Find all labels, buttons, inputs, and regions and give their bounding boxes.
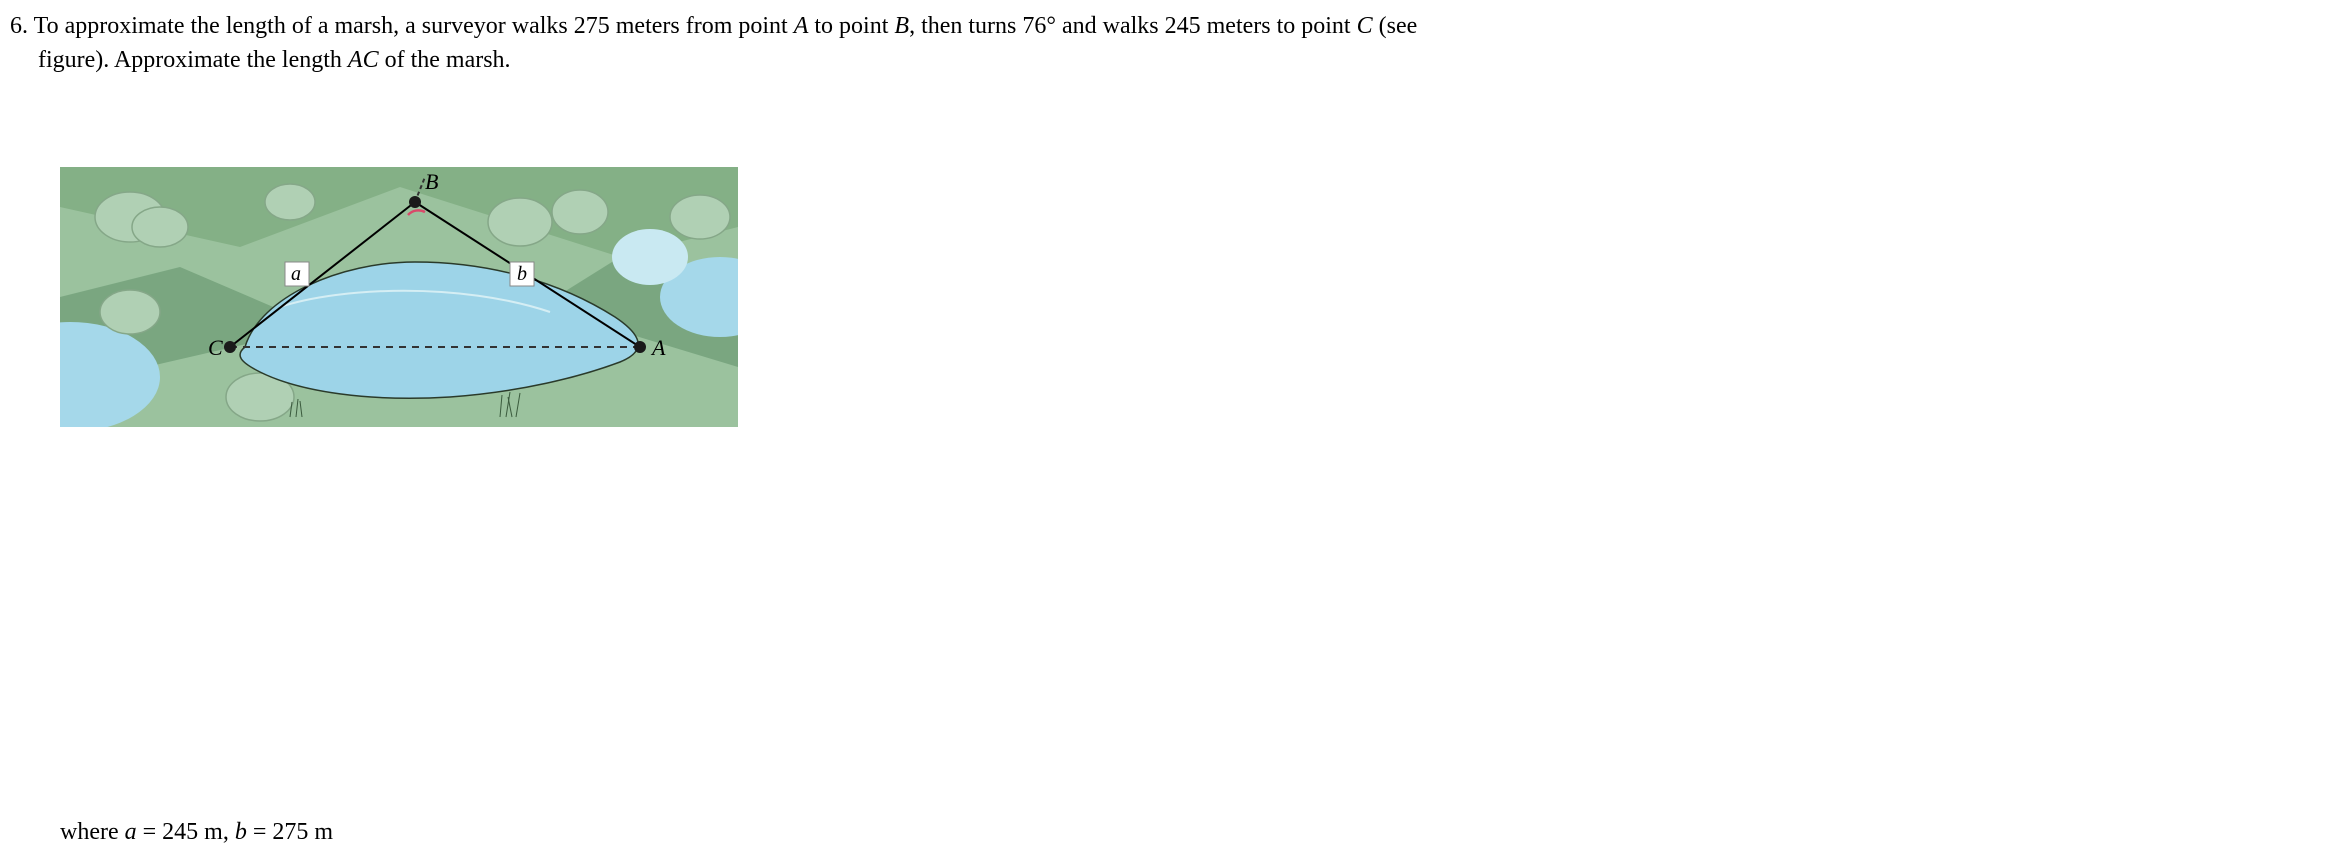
svg-text:C: C: [208, 335, 223, 360]
footer-seg-3: = 275 m: [247, 819, 333, 845]
figure-svg: B a b C A: [60, 167, 738, 427]
text-seg-6: of the marsh.: [379, 47, 511, 73]
text-seg-4: (see: [1373, 13, 1418, 39]
footer-seg-2: = 245 m,: [137, 819, 235, 845]
var-a: a: [125, 819, 137, 845]
footer-seg-1: where: [60, 819, 125, 845]
svg-text:B: B: [425, 169, 438, 194]
point-B-label: B: [894, 13, 909, 39]
given-values: where a = 245 m, b = 275 m: [60, 819, 333, 846]
text-seg-2: to point: [808, 13, 894, 39]
problem-statement: 6. To approximate the length of a marsh,…: [0, 10, 2338, 77]
svg-text:a: a: [291, 263, 301, 285]
point-A-label: A: [794, 13, 809, 39]
marsh-figure: B a b C A: [60, 167, 738, 427]
length-AC-label: AC: [348, 47, 379, 73]
svg-text:b: b: [517, 263, 527, 285]
svg-text:A: A: [650, 335, 666, 360]
problem-number: 6.: [10, 13, 28, 39]
text-seg-3: , then turns 76° and walks 245 meters to…: [909, 13, 1357, 39]
point-C-label: C: [1357, 13, 1373, 39]
text-seg-1: To approximate the length of a marsh, a …: [34, 13, 794, 39]
var-b: b: [235, 819, 247, 845]
text-seg-5: figure). Approximate the length: [10, 47, 348, 73]
